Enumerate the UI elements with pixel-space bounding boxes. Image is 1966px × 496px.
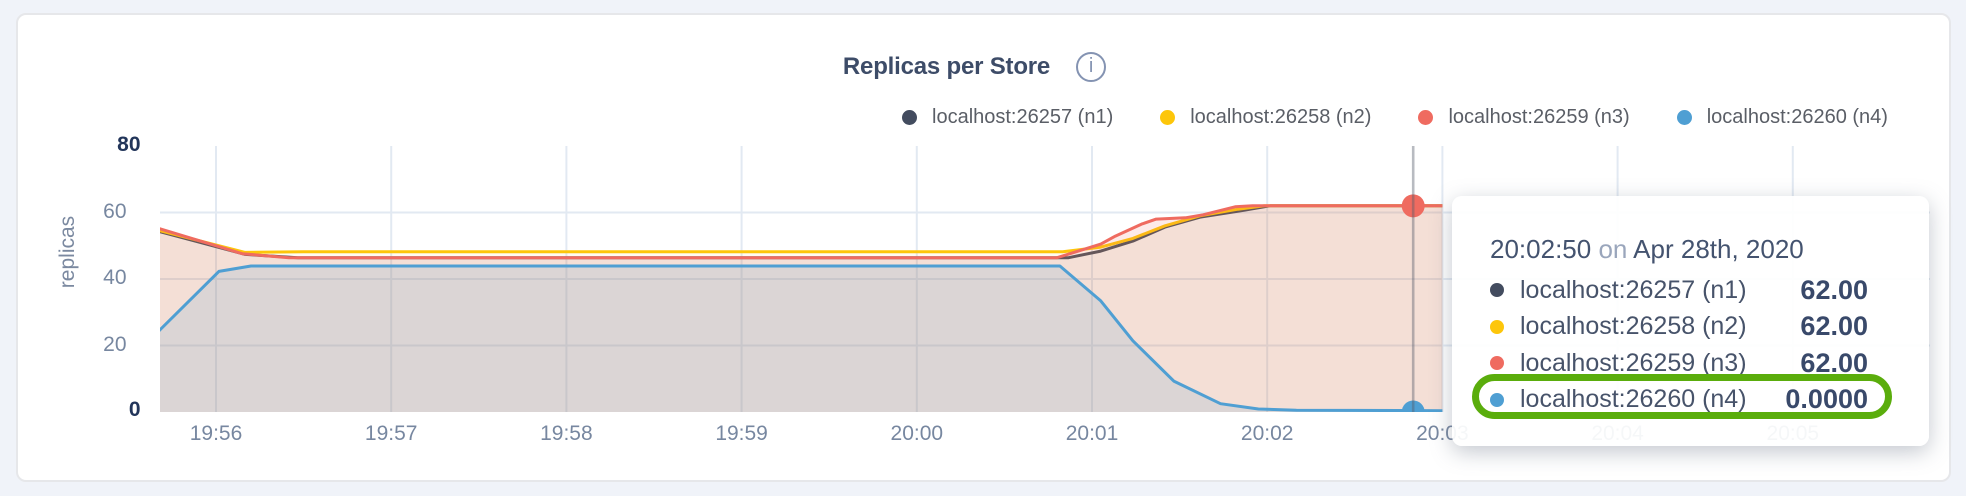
legend-item[interactable]: localhost:26258 (n2) xyxy=(1160,106,1371,129)
legend-series-dot-icon xyxy=(1418,109,1434,125)
series-area xyxy=(160,266,1443,412)
legend-item[interactable]: localhost:26260 (n4) xyxy=(1676,105,1888,129)
y-axis-title: replicas xyxy=(56,215,79,289)
y-axis-tick-label: 20 xyxy=(103,332,127,356)
y-axis-tick-label: 40 xyxy=(103,266,127,289)
tooltip-on-word: on xyxy=(1598,234,1628,264)
tooltip-series-label: localhost:26259 (n3) xyxy=(1520,348,1747,377)
legend-series-label: localhost:26257 (n1) xyxy=(932,105,1114,128)
tooltip-series-label: localhost:26257 (n1) xyxy=(1520,275,1747,304)
tooltip-row: localhost:26259 (n3) 62.00 xyxy=(1490,348,1868,378)
legend-series-label: localhost:26259 (n3) xyxy=(1448,105,1630,128)
tooltip-series-dot-icon xyxy=(1490,319,1504,334)
chart-header: Replicas per Store i xyxy=(0,52,1949,82)
x-axis-tick-label: 20:00 xyxy=(890,422,944,445)
series-line xyxy=(160,204,1443,260)
x-axis-tick-label: 19:57 xyxy=(364,422,418,445)
chart-tooltip: 20:02:50 on Apr 28th, 2020 localhost:262… xyxy=(1452,196,1929,446)
legend-series-dot-icon xyxy=(1160,109,1176,125)
tooltip-row: localhost:26258 (n2) 62.00 xyxy=(1490,311,1868,342)
series-area xyxy=(160,205,1443,412)
legend-series-dot-icon xyxy=(1676,109,1692,125)
chart-legend: localhost:26257 (n1) localhost:26258 (n2)… xyxy=(902,104,1888,130)
series-line xyxy=(160,264,1443,412)
tooltip-series-dot-icon xyxy=(1490,356,1504,370)
y-axis-tick-label: 0 xyxy=(128,398,141,421)
legend-series-dot-icon xyxy=(902,109,917,125)
tooltip-header: 20:02:50 on Apr 28th, 2020 xyxy=(1490,234,1804,265)
x-axis-tick-label: 20:02 xyxy=(1240,422,1294,445)
legend-item[interactable]: localhost:26259 (n3) xyxy=(1418,105,1630,129)
tooltip-series-value: 62.00 xyxy=(1800,311,1868,341)
legend-series-label: localhost:26258 (n2) xyxy=(1190,105,1372,128)
tooltip-row: localhost:26260 (n4) 0.0000 xyxy=(1490,384,1868,415)
series-line xyxy=(160,204,1443,254)
x-axis-tick-label: 19:58 xyxy=(540,422,593,445)
tooltip-series-value: 62.00 xyxy=(1800,347,1868,378)
tooltip-series-label: localhost:26258 (n2) xyxy=(1520,312,1747,340)
y-axis-tick-label: 60 xyxy=(103,199,127,223)
chart-series xyxy=(160,146,1443,412)
crosshair-point xyxy=(1401,194,1425,218)
series-area xyxy=(160,205,1443,412)
tooltip-series-label: localhost:26260 (n4) xyxy=(1520,385,1747,414)
chart-title: Replicas per Store xyxy=(842,53,1051,80)
tooltip-row: localhost:26257 (n1) 62.00 xyxy=(1490,275,1868,305)
crosshair-point xyxy=(1401,400,1425,412)
tooltip-series-dot-icon xyxy=(1490,283,1504,297)
x-axis-tick-label: 20:01 xyxy=(1065,422,1119,445)
y-axis-tick-label: 80 xyxy=(117,133,141,156)
legend-item[interactable]: localhost:26257 (n1) xyxy=(902,106,1113,129)
x-axis-tick-label: 19:56 xyxy=(189,422,243,445)
legend-series-label: localhost:26260 (n4) xyxy=(1706,105,1888,128)
tooltip-date: Apr 28th, 2020 xyxy=(1633,234,1804,264)
tooltip-time: 20:02:50 xyxy=(1490,234,1592,264)
x-axis-tick-label: 19:59 xyxy=(715,422,768,445)
tooltip-series-value: 0.0000 xyxy=(1785,384,1868,415)
tooltip-series-value: 62.00 xyxy=(1800,274,1868,305)
info-icon[interactable]: i xyxy=(1076,52,1107,82)
highlight-ring xyxy=(1472,374,1892,419)
